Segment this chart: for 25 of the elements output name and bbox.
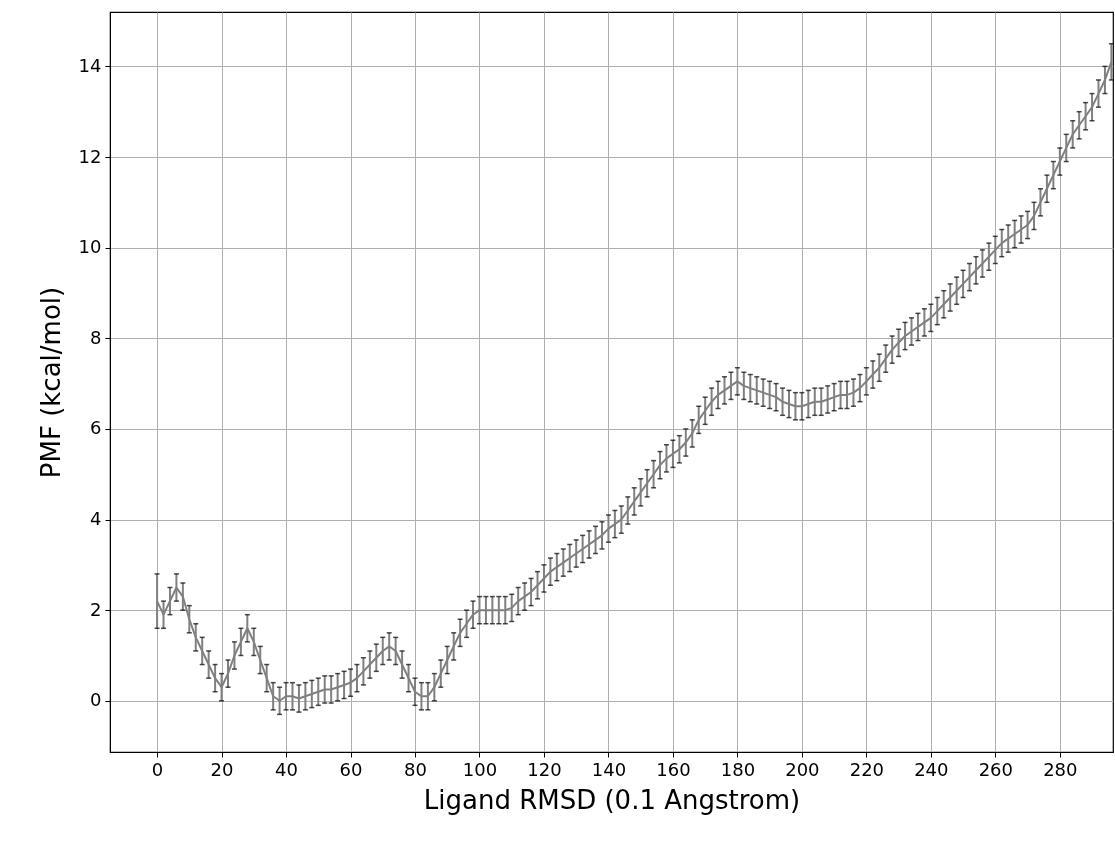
- x-tick-label: 180: [720, 758, 756, 780]
- x-tick-label: 260: [978, 758, 1013, 780]
- y-axis-title: PMF (kcal/mol): [35, 286, 66, 479]
- x-axis-title: Ligand RMSD (0.1 Angstrom): [423, 784, 801, 815]
- x-tick-label: 0: [151, 758, 164, 780]
- x-tick-label: 240: [914, 758, 949, 780]
- y-tick-label: 12: [78, 145, 102, 167]
- x-tick-label: 220: [849, 758, 885, 780]
- y-tick-label: 10: [78, 236, 102, 258]
- x-tick-label: 160: [656, 758, 691, 780]
- x-tick-label: 140: [591, 758, 627, 780]
- x-tick-label: 20: [210, 758, 234, 780]
- y-tick-label: 4: [90, 508, 102, 530]
- y-tick-label: 2: [90, 598, 102, 620]
- x-tick-label: 80: [404, 758, 427, 780]
- x-tick-label: 280: [1043, 758, 1078, 780]
- y-tick-label: 0: [90, 689, 102, 711]
- y-tick-label: 14: [78, 54, 102, 76]
- x-tick-label: 60: [339, 758, 363, 780]
- x-tick-label: 40: [275, 758, 298, 780]
- y-tick-label: 8: [90, 326, 102, 348]
- x-tick-label: 120: [527, 758, 562, 780]
- x-tick-label: 200: [785, 758, 820, 780]
- y-tick-label: 6: [90, 417, 102, 439]
- x-tick-label: 100: [462, 758, 498, 780]
